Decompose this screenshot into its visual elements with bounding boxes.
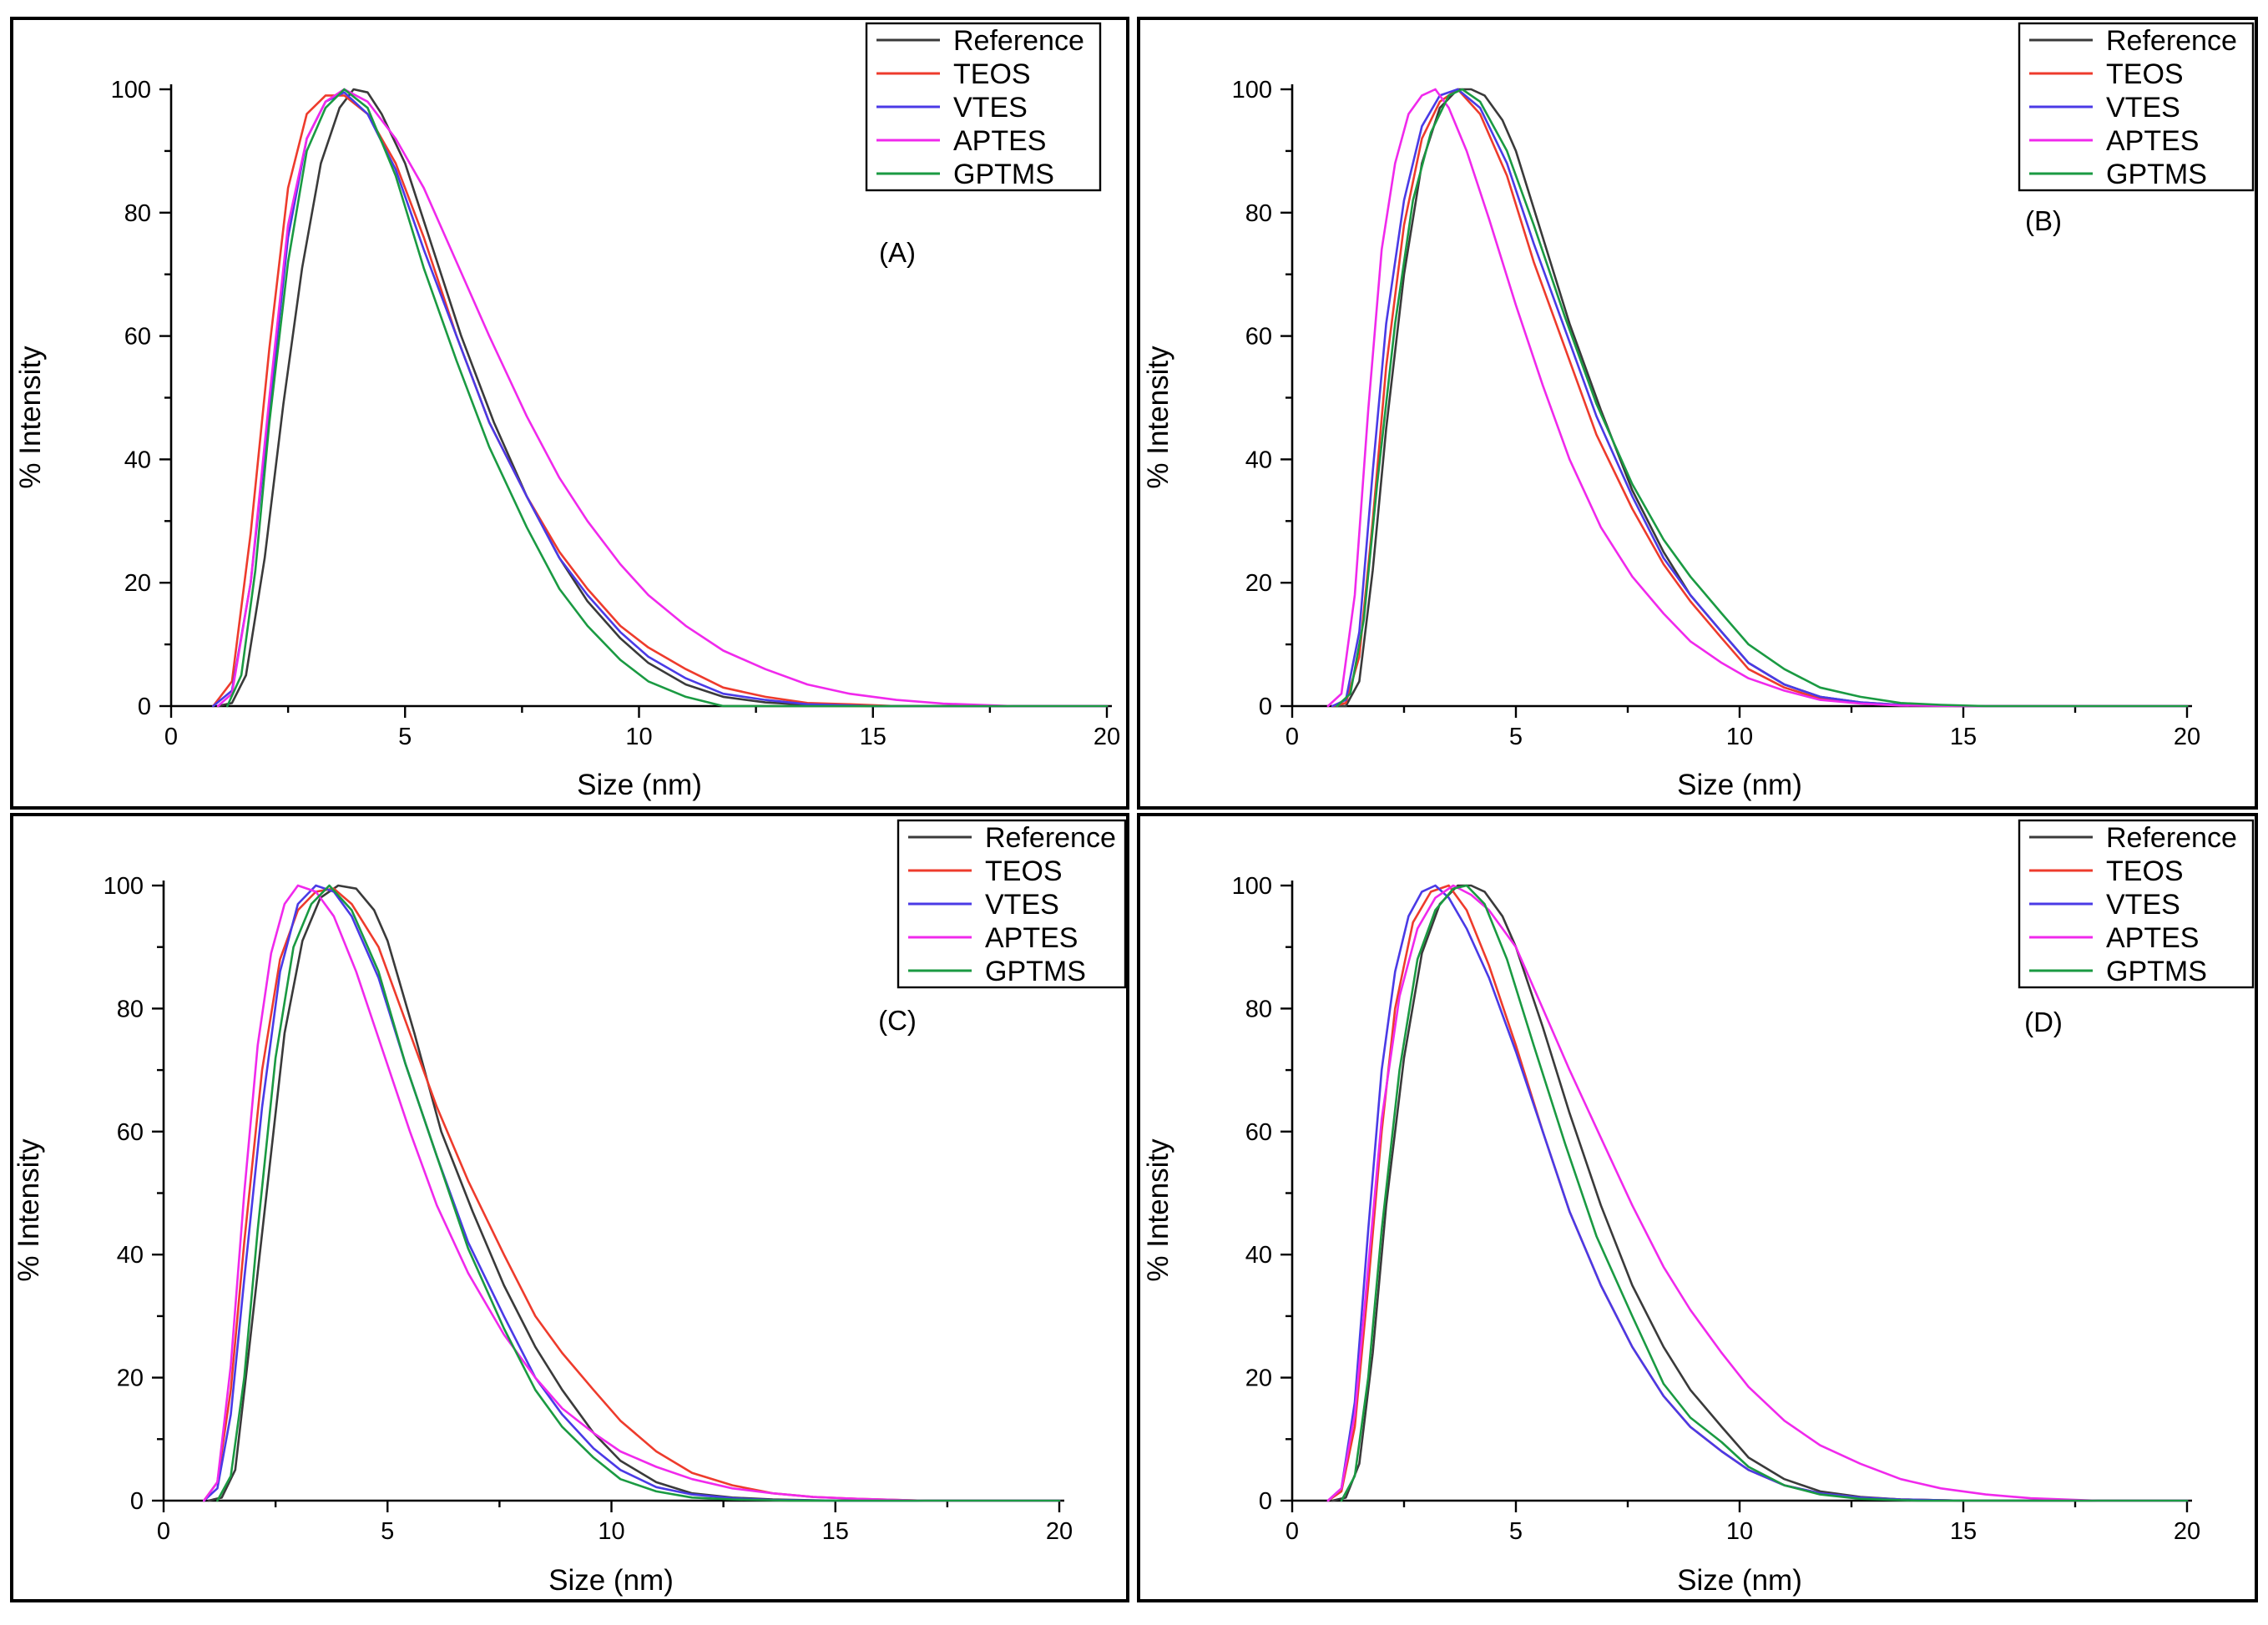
x-axis-title: Size (nm) bbox=[548, 1564, 674, 1597]
x-tick-label: 5 bbox=[1509, 724, 1523, 750]
x-tick-label: 10 bbox=[1726, 1518, 1753, 1545]
panel-label: (D) bbox=[2024, 1007, 2063, 1037]
legend-label: VTES bbox=[2106, 889, 2180, 921]
x-tick-label: 5 bbox=[1509, 1518, 1523, 1545]
y-tick-label: 100 bbox=[1232, 873, 1272, 900]
series-line-aptes bbox=[1326, 88, 2189, 708]
series-line-reference bbox=[1331, 884, 2189, 1502]
y-tick-label: 0 bbox=[1259, 694, 1272, 720]
y-tick-label: 60 bbox=[124, 324, 151, 351]
x-tick-label: 0 bbox=[157, 1518, 170, 1545]
legend-label: GPTMS bbox=[953, 159, 1054, 190]
series-line-gptms bbox=[225, 88, 1109, 708]
y-tick-label: 60 bbox=[1245, 1119, 1272, 1146]
x-tick-label: 15 bbox=[1950, 724, 1977, 750]
y-tick-label: 40 bbox=[124, 447, 151, 473]
y-tick-label: 100 bbox=[111, 77, 151, 103]
x-tick-label: 10 bbox=[598, 1518, 624, 1545]
legend-label: VTES bbox=[2106, 92, 2180, 124]
series-line-teos bbox=[1331, 88, 2189, 708]
x-tick-label: 0 bbox=[164, 724, 178, 750]
x-axis-title: Size (nm) bbox=[1677, 769, 1802, 801]
y-tick-label: 60 bbox=[1245, 324, 1272, 351]
y-axis-title: % Intensity bbox=[14, 346, 47, 489]
y-axis-title: % Intensity bbox=[13, 1138, 45, 1282]
legend-label: Reference bbox=[2106, 25, 2237, 57]
legend-label: TEOS bbox=[2106, 855, 2184, 887]
y-tick-label: 0 bbox=[138, 694, 151, 720]
x-axis-title: Size (nm) bbox=[577, 769, 702, 801]
legend-label: TEOS bbox=[2106, 58, 2184, 90]
panel-b: 0 5 10 15 20 0 20 40 60 80 100 Size (nm) % Intensity… bbox=[1137, 17, 2258, 810]
panel-label: (C) bbox=[878, 1005, 917, 1036]
x-tick-label: 0 bbox=[1286, 1518, 1299, 1545]
panel-c: 0 5 10 15 20 0 20 40 60 80 100 Size (nm) % Intensity… bbox=[10, 813, 1129, 1602]
x-tick-label: 20 bbox=[2174, 1518, 2200, 1545]
x-tick-label: 15 bbox=[822, 1518, 849, 1545]
legend-label: APTES bbox=[985, 922, 1078, 954]
legend-label: VTES bbox=[953, 92, 1028, 124]
legend-label: APTES bbox=[953, 125, 1046, 157]
legend-label: GPTMS bbox=[2106, 159, 2207, 190]
series-line-gptms bbox=[1336, 88, 2189, 708]
y-tick-label: 40 bbox=[1245, 447, 1272, 473]
x-tick-label: 0 bbox=[1286, 724, 1299, 750]
legend-label: GPTMS bbox=[985, 956, 1086, 987]
y-tick-label: 20 bbox=[1245, 570, 1272, 597]
y-tick-label: 20 bbox=[117, 1365, 144, 1392]
x-tick-label: 15 bbox=[1950, 1518, 1977, 1545]
legend-label: Reference bbox=[2106, 822, 2237, 854]
legend-label: TEOS bbox=[985, 855, 1063, 887]
panel-d: 0 5 10 15 20 0 20 40 60 80 100 Size (nm) % Intensity… bbox=[1137, 813, 2258, 1602]
legend-label: APTES bbox=[2106, 125, 2199, 157]
y-tick-label: 20 bbox=[124, 570, 151, 597]
panel-label: (B) bbox=[2025, 205, 2062, 236]
series-line-aptes bbox=[216, 88, 1109, 708]
y-tick-label: 100 bbox=[1232, 77, 1272, 103]
x-tick-label: 10 bbox=[1726, 724, 1753, 750]
legend-label: APTES bbox=[2106, 922, 2199, 954]
series-line-vtes bbox=[1331, 88, 2189, 708]
legend-label: Reference bbox=[953, 25, 1084, 57]
series-line-vtes bbox=[212, 91, 1109, 708]
legend-label: Reference bbox=[985, 822, 1116, 854]
y-tick-label: 20 bbox=[1245, 1365, 1272, 1392]
panel-label: (A) bbox=[879, 237, 916, 268]
y-tick-label: 60 bbox=[117, 1119, 144, 1146]
y-axis-title: % Intensity bbox=[1142, 1138, 1174, 1282]
y-tick-label: 0 bbox=[1259, 1488, 1272, 1515]
x-tick-label: 20 bbox=[1094, 724, 1120, 750]
series-line-aptes bbox=[1326, 884, 2189, 1502]
y-tick-label: 40 bbox=[1245, 1242, 1272, 1269]
x-tick-label: 20 bbox=[1046, 1518, 1073, 1545]
x-axis-title: Size (nm) bbox=[1677, 1564, 1802, 1597]
series-line-gptms bbox=[1340, 884, 2189, 1502]
y-axis-title: % Intensity bbox=[1142, 346, 1174, 489]
x-tick-label: 20 bbox=[2174, 724, 2200, 750]
x-tick-label: 10 bbox=[625, 724, 652, 750]
legend-label: TEOS bbox=[953, 58, 1031, 90]
y-tick-label: 80 bbox=[117, 996, 144, 1022]
series-line-reference bbox=[216, 88, 1109, 708]
series-line-gptms bbox=[216, 884, 1061, 1502]
y-tick-label: 40 bbox=[117, 1242, 144, 1269]
y-tick-label: 80 bbox=[1245, 200, 1272, 227]
x-tick-label: 5 bbox=[398, 724, 412, 750]
panel-a: 0 5 10 15 20 0 20 40 60 80 100 Size (nm) % Intensity… bbox=[10, 17, 1129, 810]
series-line-aptes bbox=[203, 884, 1061, 1502]
x-tick-label: 5 bbox=[381, 1518, 394, 1545]
legend-label: VTES bbox=[985, 889, 1059, 921]
x-tick-label: 15 bbox=[860, 724, 886, 750]
y-tick-label: 80 bbox=[124, 200, 151, 227]
y-tick-label: 80 bbox=[1245, 996, 1272, 1022]
y-tick-label: 100 bbox=[104, 873, 144, 900]
y-tick-label: 0 bbox=[130, 1488, 144, 1515]
legend-label: GPTMS bbox=[2106, 956, 2207, 987]
